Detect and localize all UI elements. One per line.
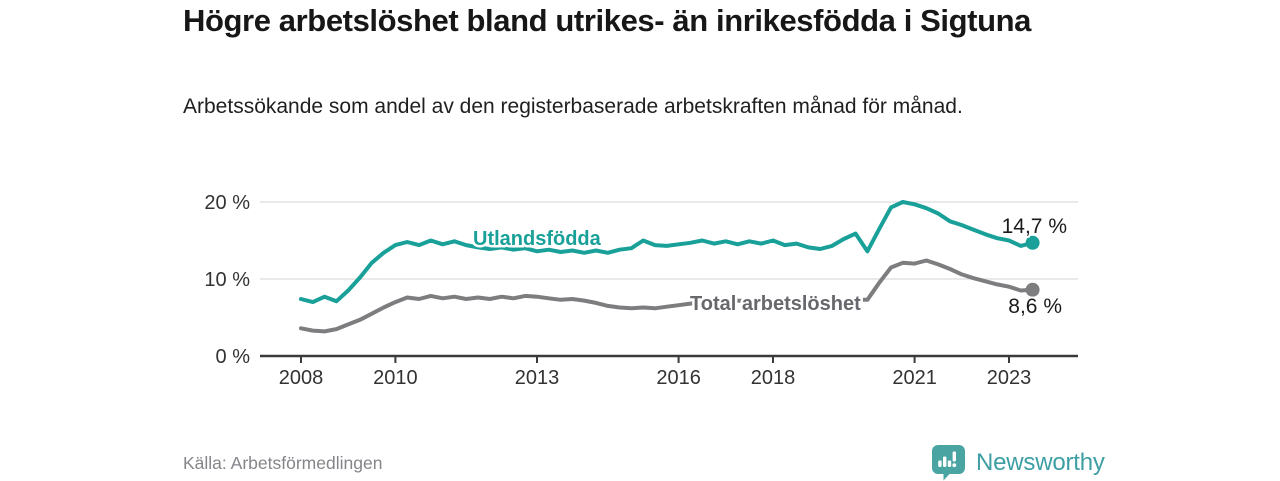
page-title: Högre arbetslöshet bland utrikes- än inr… xyxy=(183,3,1032,38)
x-tick-label-2013: 2013 xyxy=(515,367,560,389)
series-label-total-arbetsloshet: Total arbetslöshet xyxy=(690,293,861,315)
series-label-utlandsfodda: Utlandsfödda xyxy=(473,228,602,250)
logo-bars-glyph xyxy=(938,451,957,468)
newsworthy-logo-text: Newsworthy xyxy=(976,448,1105,476)
page-subtitle: Arbetssökande som andel av den registerb… xyxy=(183,95,963,118)
x-tick-label-2018: 2018 xyxy=(751,367,796,389)
x-tick-label-2023: 2023 xyxy=(987,367,1032,389)
x-tick-label-2016: 2016 xyxy=(656,367,701,389)
line-total-arbetsloshet xyxy=(299,258,1035,334)
newsworthy-logo-icon xyxy=(932,445,965,481)
x-tick-label-2021: 2021 xyxy=(892,367,937,389)
end-value-label-utlandsfodda: 14,7 % xyxy=(1002,215,1067,238)
chart: 2008 2010 2013 2016 2018 2021 2023 0 % 10 % 20 % U… xyxy=(204,192,1078,389)
end-dot-utlandsfodda xyxy=(1025,235,1040,250)
newsworthy-logo: Newsworthy xyxy=(930,444,1105,481)
end-dot-total-arbetsloshet xyxy=(1025,282,1040,297)
y-tick-label-0: 0 % xyxy=(216,346,251,368)
end-value-label-total-arbetsloshet: 8,6 % xyxy=(1008,295,1062,318)
x-tick-label-2008: 2008 xyxy=(279,367,324,389)
y-tick-label-20: 20 % xyxy=(204,192,250,214)
y-tick-label-10: 10 % xyxy=(204,269,250,291)
source-text: Källa: Arbetsförmedlingen xyxy=(183,453,383,473)
line-utlandsfodda xyxy=(299,200,1035,305)
x-tick-label-2010: 2010 xyxy=(373,367,418,389)
